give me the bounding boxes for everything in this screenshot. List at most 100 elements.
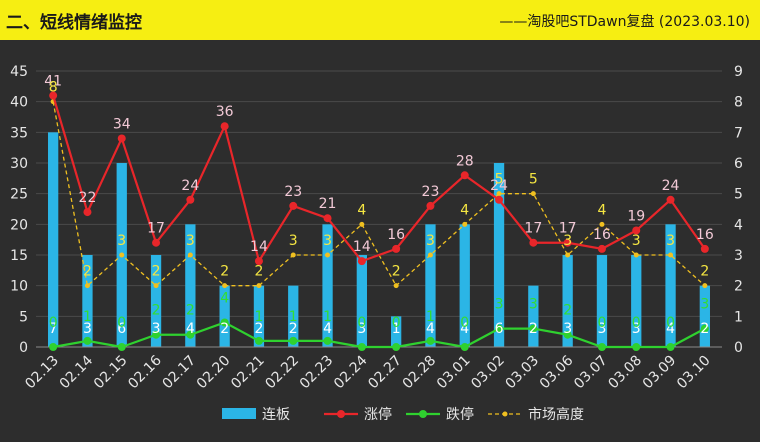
bar-data-label: 3 <box>83 321 92 337</box>
limit-up-point <box>117 134 126 143</box>
limit-up-data-label: 17 <box>559 221 577 237</box>
bar-data-label: 2 <box>700 321 709 337</box>
right-axis-tick-label: 9 <box>734 64 743 80</box>
bar-data-label: 4 <box>426 321 435 337</box>
legend-marker-market-height <box>502 411 508 417</box>
limit-down-data-label: 3 <box>495 297 504 313</box>
bar-lianban <box>459 224 470 347</box>
market-height-data-label: 3 <box>632 233 641 249</box>
right-axis-tick-label: 6 <box>734 156 743 172</box>
market-height-point <box>325 252 331 258</box>
limit-down-point <box>186 330 195 339</box>
bar-data-label: 4 <box>666 321 675 337</box>
limit-up-point <box>392 244 401 253</box>
market-height-data-label: 3 <box>323 233 332 249</box>
limit-down-data-label: 2 <box>186 303 195 319</box>
limit-down-point <box>666 343 675 351</box>
bar-lianban <box>631 255 642 347</box>
market-height-point <box>187 252 193 258</box>
bar-lianban <box>288 285 299 347</box>
limit-down-point <box>83 336 92 345</box>
limit-down-point <box>152 330 161 339</box>
limit-up-point <box>220 122 229 131</box>
limit-down-data-label: 1 <box>289 309 298 325</box>
bar-lianban <box>356 255 367 347</box>
limit-down-point <box>460 343 469 351</box>
legend-swatch-lianban <box>222 408 256 419</box>
right-axis-tick-label: 0 <box>734 340 743 356</box>
limit-up-data-label: 22 <box>79 190 97 206</box>
bar-data-label: 4 <box>186 321 195 337</box>
limit-up-data-label: 23 <box>284 184 302 200</box>
limit-up-data-label: 36 <box>216 104 234 120</box>
bar-lianban <box>82 255 93 347</box>
bar-data-label: 2 <box>289 321 298 337</box>
limit-down-data-label: 0 <box>357 315 366 331</box>
limit-up-point <box>563 238 572 247</box>
left-axis-tick-label: 10 <box>10 279 28 295</box>
limit-up-data-label: 17 <box>147 221 165 237</box>
bar-lianban <box>219 285 230 347</box>
market-height-point <box>565 252 571 258</box>
bar-data-label: 3 <box>597 321 606 337</box>
limit-down-data-label: 1 <box>83 309 92 325</box>
limit-down-data-label: 2 <box>563 303 572 319</box>
limit-up-point <box>186 195 195 204</box>
market-height-point <box>702 283 708 289</box>
bar-data-label: 3 <box>357 321 366 337</box>
bar-lianban <box>322 224 333 347</box>
limit-down-data-label: 0 <box>392 315 401 331</box>
market-height-point <box>359 221 365 227</box>
limit-up-point <box>495 195 504 204</box>
left-axis-tick-label: 40 <box>10 95 28 111</box>
bar-data-label: 4 <box>460 321 469 337</box>
limit-down-point <box>632 343 641 351</box>
bar-lianban <box>185 224 196 347</box>
right-axis-tick-label: 4 <box>734 217 743 233</box>
market-height-data-label: 4 <box>460 202 469 218</box>
limit-down-data-label: 0 <box>49 315 58 331</box>
limit-down-data-label: 4 <box>220 290 229 306</box>
limit-up-point <box>632 226 641 235</box>
limit-down-data-label: 0 <box>117 315 126 331</box>
header-bar: 二、短线情绪监控 ——淘股吧STDawn复盘 (2023.03.10) <box>0 0 760 41</box>
limit-up-point <box>323 214 332 223</box>
limit-up-data-label: 17 <box>524 221 542 237</box>
right-axis-tick-label: 2 <box>734 279 743 295</box>
limit-up-data-label: 23 <box>422 184 440 200</box>
limit-down-point <box>495 324 504 333</box>
bar-lianban <box>665 224 676 347</box>
market-height-data-label: 2 <box>700 264 709 280</box>
market-height-point <box>290 252 296 258</box>
limit-up-data-label: 19 <box>627 208 645 224</box>
bar-lianban <box>528 285 539 347</box>
left-axis-tick-label: 35 <box>10 125 28 141</box>
limit-up-data-label: 24 <box>181 178 199 194</box>
limit-up-data-label: 14 <box>250 239 268 255</box>
limit-down-data-label: 1 <box>323 309 332 325</box>
limit-down-point <box>323 336 332 345</box>
limit-down-data-label: 3 <box>529 297 538 313</box>
market-height-data-label: 3 <box>563 233 572 249</box>
limit-up-data-label: 16 <box>387 227 405 243</box>
right-axis-tick-label: 1 <box>734 309 743 325</box>
limit-up-data-label: 21 <box>319 196 337 212</box>
limit-down-point <box>357 343 366 351</box>
bar-data-label: 3 <box>152 321 161 337</box>
bar-data-label: 4 <box>323 321 332 337</box>
bar-data-label: 3 <box>563 321 572 337</box>
market-height-data-label: 2 <box>254 264 263 280</box>
limit-down-point <box>563 330 572 339</box>
limit-up-data-label: 24 <box>662 178 680 194</box>
bar-data-label: 3 <box>632 321 641 337</box>
limit-up-point <box>254 257 263 266</box>
legend-label-lianban: 连板 <box>262 407 290 423</box>
bar-lianban <box>391 316 402 347</box>
market-height-line <box>52 101 706 287</box>
left-axis-tick-label: 25 <box>10 187 28 203</box>
limit-down-data-label: 2 <box>152 303 161 319</box>
legend-marker-limit-up <box>337 410 345 418</box>
market-height-data-label: 2 <box>220 264 229 280</box>
bar-data-label: 6 <box>117 321 126 337</box>
limit-down-point <box>49 343 58 351</box>
